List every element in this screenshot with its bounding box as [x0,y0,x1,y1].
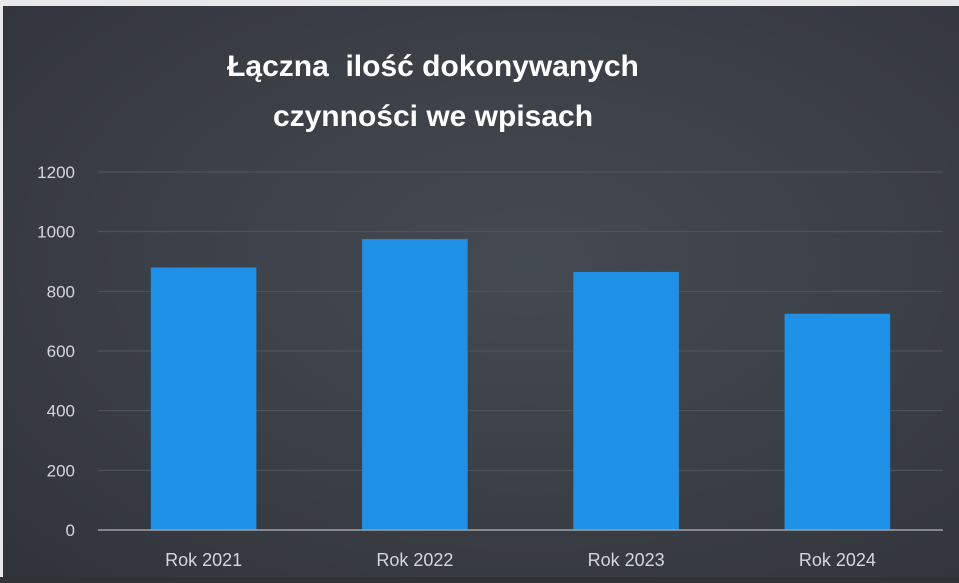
y-tick-label: 1000 [37,223,75,242]
bars [150,239,891,530]
y-tick-label: 600 [47,342,75,361]
y-tick-label: 400 [47,402,75,421]
bar [573,271,679,530]
bar [784,313,891,530]
y-tick-label: 800 [47,282,75,301]
y-tick-label: 0 [66,521,75,540]
y-tick-label: 1200 [37,163,75,182]
axes: 0 200 400 600 800 1000 1200 Rok 2021 Rok 2022 Rok… [37,163,943,570]
bar [362,239,468,530]
x-tick-label: Rok 2024 [799,550,876,570]
x-tick-label: Rok 2022 [376,550,453,570]
x-tick-label: Rok 2023 [588,550,665,570]
bar-chart: 0 200 400 600 800 1000 1200 Rok 2021 Rok 2022 Rok… [37,163,943,570]
bar [150,267,257,530]
chart-title: Łączna ilość dokonywanych czynności we w… [227,50,639,133]
x-tick-label: Rok 2021 [165,550,242,570]
y-tick-label: 200 [47,461,75,480]
